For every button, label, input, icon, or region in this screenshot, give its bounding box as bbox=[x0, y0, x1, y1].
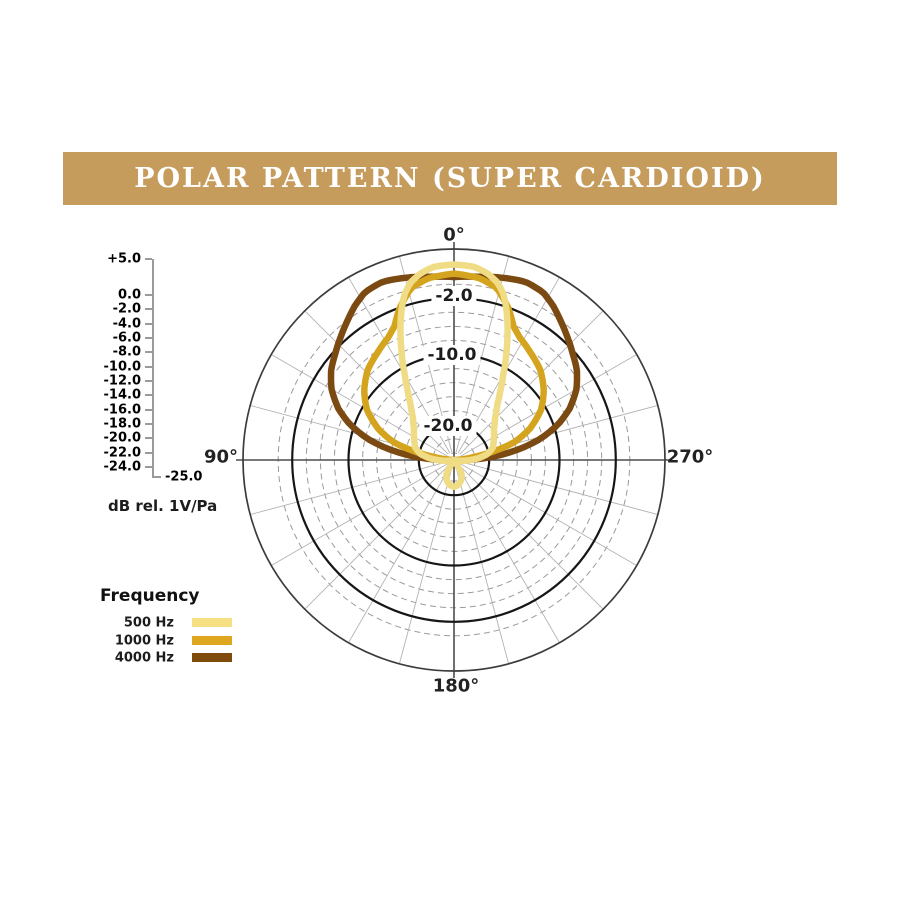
db-unit-label: dB rel. 1V/Pa bbox=[108, 497, 218, 515]
db-scale-tick bbox=[145, 336, 152, 339]
polar-grid bbox=[236, 242, 672, 678]
legend-color-swatch bbox=[192, 618, 232, 627]
db-scale-tick bbox=[145, 379, 152, 382]
db-scale-label--4: -4.0 bbox=[91, 316, 152, 338]
db-scale-tick bbox=[145, 422, 152, 425]
db-scale-label-min: -25.0 bbox=[154, 470, 214, 491]
angle-label-0: 0° bbox=[443, 224, 465, 246]
db-scale-axis-line bbox=[152, 259, 154, 478]
angle-label-90: 90° bbox=[203, 446, 239, 468]
db-scale-tick bbox=[145, 437, 152, 440]
legend-color-swatch bbox=[192, 635, 232, 645]
db-scale-label-0: 0.0 bbox=[91, 287, 152, 309]
ring-label-10db: -10.0 bbox=[423, 345, 481, 365]
db-scale-tick bbox=[145, 465, 152, 468]
db-scale-label--2: -2.0 bbox=[91, 302, 152, 323]
db-scale-label-5: +5.0 bbox=[91, 252, 152, 273]
angle-label-270: 270° bbox=[666, 446, 714, 468]
legend-item-label: 500 Hz bbox=[123, 615, 174, 631]
curve-500hz bbox=[397, 261, 511, 490]
db-scale-tick bbox=[145, 308, 152, 311]
db-scale-tick bbox=[145, 293, 152, 296]
db-scale-tick bbox=[145, 394, 152, 397]
db-scale-tick bbox=[145, 451, 152, 454]
db-scale-label--24: -24.0 bbox=[91, 459, 152, 481]
db-scale-tick bbox=[145, 258, 152, 260]
db-scale-label--18: -18.0 bbox=[91, 416, 152, 438]
title-banner: POLAR PATTERN (SUPER CARDIOID) bbox=[63, 152, 837, 205]
db-scale-label--20: -20.0 bbox=[91, 431, 152, 452]
legend-item-1000hz: 1000 Hz bbox=[97, 633, 232, 648]
db-scale-label--14: -14.0 bbox=[91, 388, 152, 409]
db-scale-label--22: -22.0 bbox=[91, 445, 152, 467]
db-scale-label--8: -8.0 bbox=[91, 345, 152, 366]
db-scale-tick bbox=[145, 322, 152, 325]
legend-item-4000hz: 4000 Hz bbox=[97, 650, 232, 666]
angle-label-180: 180° bbox=[432, 675, 480, 697]
ring-label-20db: -20.0 bbox=[419, 416, 477, 436]
page-title: POLAR PATTERN (SUPER CARDIOID) bbox=[134, 163, 766, 194]
db-scale-tick bbox=[145, 408, 152, 411]
db-scale-tick bbox=[145, 351, 152, 354]
legend-item-500hz: 500 Hz bbox=[97, 615, 232, 631]
db-scale-label--16: -16.0 bbox=[91, 402, 152, 424]
legend-item-label: 4000 Hz bbox=[114, 650, 174, 666]
db-scale-tick bbox=[145, 365, 152, 368]
db-scale-label--6: -6.0 bbox=[91, 330, 152, 352]
db-scale-label--10: -10.0 bbox=[91, 359, 152, 381]
legend-item-label: 1000 Hz bbox=[114, 633, 174, 648]
legend-color-swatch bbox=[192, 653, 232, 662]
db-scale-label--12: -12.0 bbox=[91, 373, 152, 395]
legend-title: Frequency bbox=[100, 586, 200, 606]
ring-label-2db: -2.0 bbox=[431, 286, 477, 306]
